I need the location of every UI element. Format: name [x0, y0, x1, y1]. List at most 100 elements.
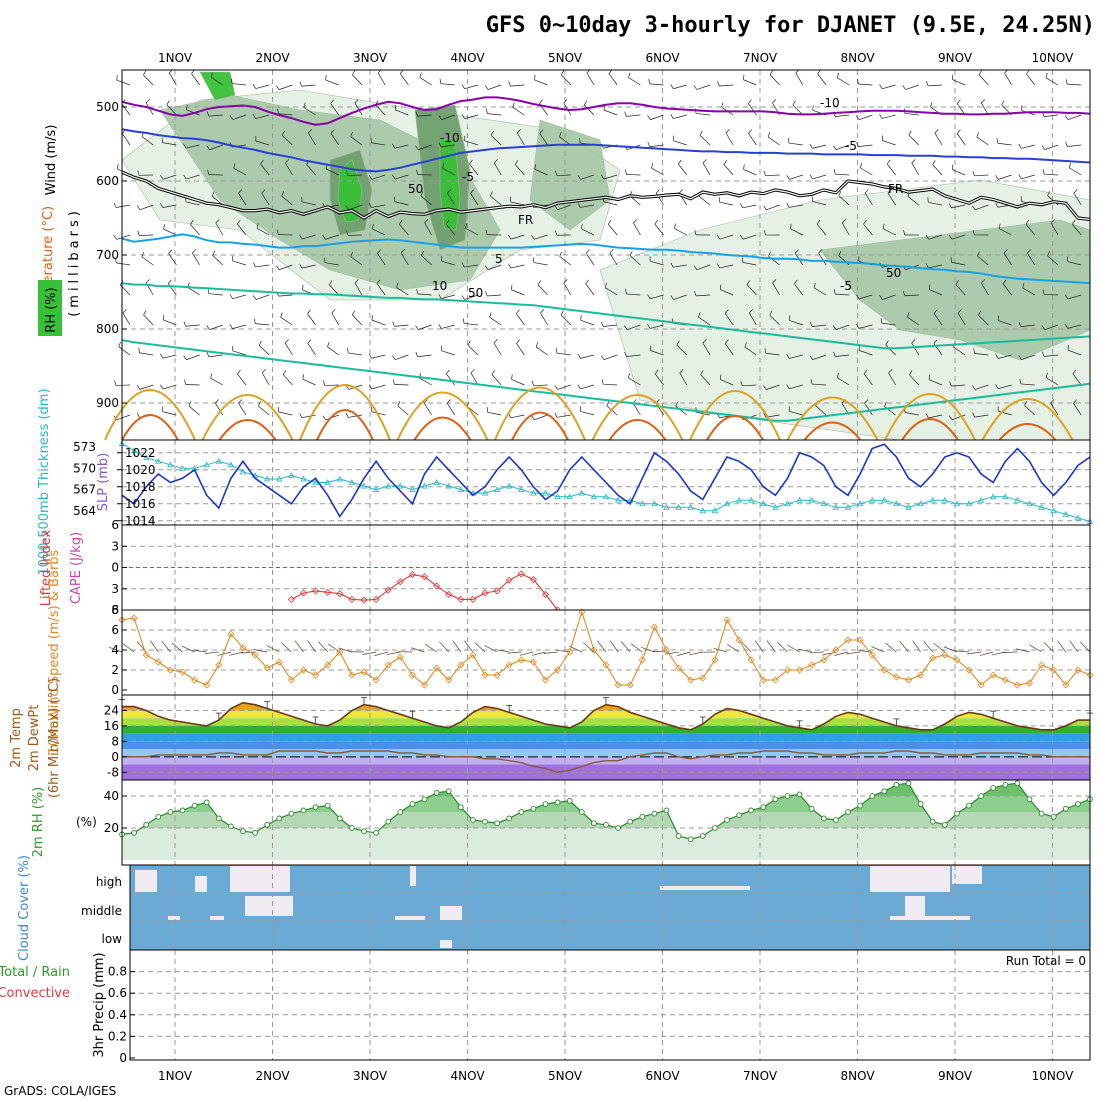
- rh-line-point: [675, 833, 682, 839]
- wind-barb-flag: [836, 372, 839, 378]
- wind-barb-flag: [484, 85, 489, 90]
- wind-barb: [168, 72, 177, 86]
- wind-barb-flag: [438, 324, 442, 329]
- slp-line: [121, 443, 1091, 518]
- wind-barb: [232, 260, 247, 266]
- wind-barb-flag: [601, 321, 604, 327]
- wind-barb: [556, 352, 571, 356]
- hot-isotherm: [998, 423, 1057, 441]
- thickness-line-point: [808, 496, 815, 503]
- wind-barb-flag: [607, 219, 612, 225]
- wind-barb: [887, 193, 896, 206]
- wind-barb-flag: [886, 159, 891, 165]
- wind-barb: [1072, 373, 1082, 386]
- thickness-line-point: [699, 507, 706, 514]
- slp-label: SLP (mb): [96, 453, 111, 512]
- wind-barb-flag: [809, 174, 813, 180]
- wind-barb-flag: [977, 251, 980, 257]
- wind-barb: [166, 104, 177, 116]
- top-date-axis: 1NOV 2NOV 3NOV 4NOV 5NOV 6NOV 7NOV 8NOV 9NOV 10NO…: [158, 51, 1074, 65]
- wind-barb: [162, 142, 177, 146]
- wind-barb-flag: [415, 325, 419, 330]
- thickness-line-point: [348, 479, 356, 485]
- wind-barb-flag: [118, 341, 121, 347]
- wind-barb-flag: [372, 224, 374, 230]
- thickness-line-point: [155, 457, 162, 464]
- rh-line-point: [954, 810, 960, 817]
- wind-barb: [816, 223, 827, 236]
- surface-barb: [912, 640, 921, 653]
- wind-barb-flag: [377, 249, 381, 254]
- wind-barb: [581, 228, 595, 236]
- wind-speed-line-point: [711, 656, 719, 664]
- wind-speed-line-point: [820, 656, 828, 664]
- wind-barb: [308, 132, 316, 146]
- rh-line-point: [300, 807, 307, 814]
- wind-barb: [702, 342, 711, 356]
- wind-barb: [888, 372, 896, 386]
- wind-barb: [609, 252, 618, 266]
- wind-barb-flag: [932, 160, 936, 165]
- wind-barb-flag: [554, 385, 558, 390]
- wind-barb-flag: [1073, 399, 1077, 404]
- wind-barb-flag: [700, 370, 704, 375]
- wind-barb-flag: [559, 251, 562, 257]
- wind-barb-flag: [880, 318, 883, 324]
- slp-thickness-panel: 1014 1016 1018 1020 1022 564 567 570 573 SLP (mb…: [37, 388, 1094, 576]
- rh-line-point: [191, 802, 198, 809]
- surface-barb: [374, 651, 389, 656]
- wind-barb-flag: [676, 340, 680, 346]
- temp-band: [122, 702, 1090, 711]
- precip-axis: 0 0.2 0.4 0.6 0.8: [108, 965, 135, 1065]
- wind-barb: [719, 234, 734, 240]
- thickness-line-point: [578, 489, 585, 496]
- wind-barb: [143, 314, 154, 326]
- wind-barb: [767, 136, 780, 146]
- date-label-bottom: 8NOV: [840, 1069, 875, 1083]
- wind-barb: [1021, 144, 1035, 149]
- lifted-grid: [122, 525, 1090, 610]
- contour-label: 5: [495, 252, 503, 266]
- rh-line-point: [1075, 801, 1081, 807]
- wind-barb: [237, 373, 247, 386]
- wind-barb: [837, 77, 850, 86]
- wind-barb: [696, 84, 711, 90]
- wind-speed-line-point: [614, 681, 622, 689]
- wind-barb: [556, 414, 571, 418]
- wind-barb-flag: [563, 279, 568, 284]
- thickness-line-point: [941, 496, 948, 503]
- wind-speed-line-point: [868, 651, 876, 659]
- thickness-line-point: [917, 500, 924, 507]
- wind-barb: [974, 353, 989, 356]
- wind-barb-flag: [864, 399, 869, 404]
- cloud-clear-gap: [440, 940, 452, 948]
- wind-barb: [812, 174, 827, 180]
- wind-barb-flag: [955, 280, 959, 285]
- wind-speed-line-point: [929, 654, 937, 662]
- surface-barb: [641, 646, 655, 653]
- wind-barb: [371, 354, 386, 359]
- wind-barb: [371, 319, 386, 326]
- isotherm-line: [121, 282, 1091, 350]
- wind-barb: [1044, 114, 1059, 117]
- wind-speed-line-point: [723, 616, 731, 624]
- wind-barb-flag: [350, 251, 353, 257]
- wind-barb: [957, 312, 966, 326]
- wind-barb-flag: [764, 348, 767, 354]
- surface-barb: [1029, 644, 1042, 653]
- contour-label: 50: [886, 266, 901, 280]
- wind-barb: [1067, 294, 1082, 300]
- wind-barb: [651, 167, 664, 176]
- lifted-index-line-point: [324, 588, 332, 596]
- rh-legend-swatch: [38, 280, 62, 336]
- wind-barb-flag: [978, 310, 982, 316]
- wind-barb-flag: [1041, 145, 1046, 150]
- wind-speed-line-point: [457, 661, 465, 669]
- wind-barb-flag: [624, 169, 627, 175]
- wind-barb-flag: [995, 384, 999, 389]
- wind-barb-flag: [956, 129, 961, 134]
- wind-barb: [746, 284, 757, 296]
- wind-barb-flag: [299, 413, 303, 418]
- wind-barb-flag: [1071, 219, 1076, 225]
- rh-line-point: [578, 809, 585, 815]
